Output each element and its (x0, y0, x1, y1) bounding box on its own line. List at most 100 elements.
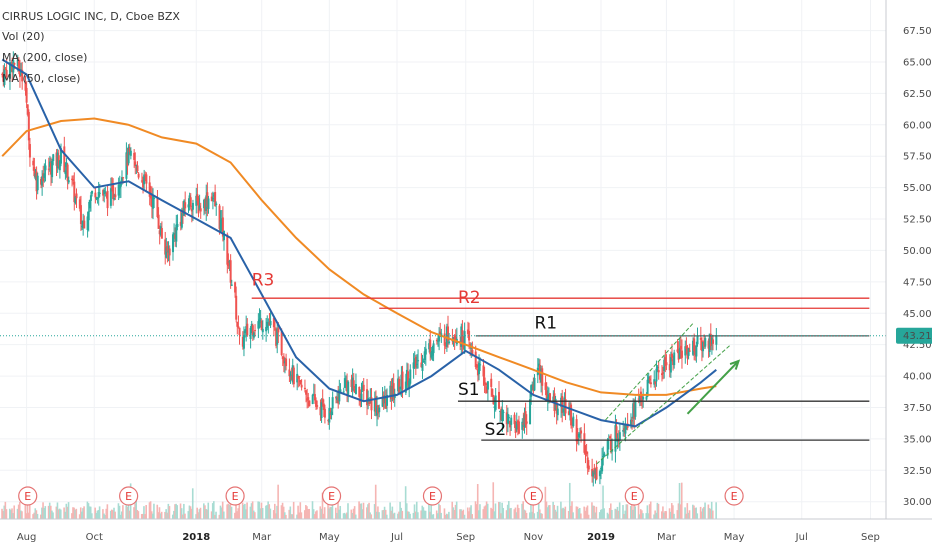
volume-bar (41, 507, 43, 519)
time-axis[interactable]: Aug Oct 2018 Mar May Jul Sep Nov 2019 Mar May Jul Se… (0, 518, 932, 543)
volume-bar (55, 506, 58, 519)
candle-body (594, 469, 597, 475)
candle-body (638, 395, 641, 403)
earnings-marker[interactable] (523, 486, 543, 506)
earnings-marker[interactable] (724, 486, 744, 506)
volume-bar (601, 509, 603, 519)
volume-bar (400, 507, 403, 519)
candle-body (547, 394, 550, 398)
candle-body (531, 384, 534, 386)
candle-body (145, 174, 148, 184)
candle-body (148, 182, 151, 197)
volume-bar (188, 505, 191, 519)
candle-body (422, 360, 425, 363)
legend-volume[interactable]: Vol (20) (2, 30, 45, 43)
legend-ma50[interactable]: MA (50, close) (2, 72, 80, 85)
volume-bar (505, 510, 508, 519)
candle-body (152, 195, 155, 209)
volume-bar (150, 511, 153, 519)
candle-body (78, 199, 81, 209)
volume-bar (228, 504, 231, 519)
volume-bar (438, 503, 440, 519)
volume-bar (393, 512, 396, 519)
volume-bar (94, 507, 96, 519)
earnings-marker[interactable] (422, 486, 443, 506)
volume-bar (468, 511, 470, 519)
earnings-marker[interactable] (321, 486, 342, 506)
candle-body (195, 195, 198, 206)
volume-bar (463, 514, 466, 519)
volume-bar (59, 509, 62, 519)
candle-body (696, 336, 699, 345)
candle-body (312, 394, 315, 396)
candle-body (695, 345, 698, 357)
x-tick-label: Oct (86, 532, 103, 543)
candle-body (157, 214, 160, 229)
volume-bar (120, 511, 123, 519)
candle-body (63, 146, 66, 173)
candle-body (374, 396, 377, 413)
candle-body (439, 331, 442, 334)
candle-body (229, 260, 232, 283)
earnings-marker[interactable] (225, 486, 245, 506)
x-tick-label: Nov (524, 532, 544, 543)
x-tick-label: 2019 (587, 532, 615, 543)
volume-bar (663, 512, 665, 519)
volume-bar (336, 512, 338, 519)
candle-body (323, 408, 326, 418)
earnings-marker[interactable] (18, 486, 38, 506)
candle-body (491, 388, 494, 396)
earnings-marker-label: E (631, 490, 638, 503)
volume-bar (556, 505, 559, 519)
price-axis[interactable]: 30.00 32.50 35.00 37.50 40.00 42.50 45.00 47.50… (885, 0, 932, 519)
volume-bar (692, 504, 694, 519)
volume-bar (229, 502, 232, 519)
volume-bar (469, 507, 471, 519)
candle-body (541, 368, 544, 386)
candle-body (203, 199, 206, 209)
candle-body (591, 468, 594, 477)
x-tick-label: Jul (795, 532, 808, 543)
candle-body (4, 68, 7, 70)
earnings-marker[interactable] (624, 486, 644, 506)
volume-bar (227, 503, 230, 519)
candle-body (420, 362, 423, 368)
candle-body (661, 373, 664, 376)
volume-bar (102, 509, 104, 519)
volume-bar (196, 507, 198, 519)
volume-bar (298, 512, 300, 519)
candle-body (555, 402, 558, 414)
volume-bar (35, 510, 38, 519)
candle-body (360, 393, 363, 402)
volume-bar (261, 508, 264, 519)
candle-body (446, 326, 449, 341)
candle-body (55, 152, 58, 166)
candle-body (321, 398, 324, 403)
volume-bar (305, 505, 307, 519)
candle-body (492, 395, 495, 405)
candle-body (715, 335, 718, 345)
x-tick-label: Jul (390, 532, 403, 543)
candle-body (24, 82, 27, 91)
volume-bar (183, 503, 185, 519)
candle-body (158, 230, 161, 235)
candle-body (94, 192, 97, 198)
volume-bar (105, 508, 108, 519)
candle-body (700, 340, 703, 351)
candle-body (407, 371, 410, 386)
volume-bar (65, 503, 68, 519)
y-tick-label: 42.50 (903, 340, 932, 351)
candle-body (133, 152, 136, 160)
volume-bar (110, 509, 113, 519)
candle-body (143, 174, 146, 185)
volume-bar (164, 511, 166, 519)
earnings-marker[interactable] (119, 486, 139, 506)
volume-bar (699, 506, 702, 519)
legend-ma200[interactable]: MA (200, close) (2, 51, 87, 64)
candle-body (510, 417, 513, 425)
volume-bar (694, 507, 696, 519)
volume-bar (404, 486, 407, 519)
candle-body (523, 414, 526, 428)
